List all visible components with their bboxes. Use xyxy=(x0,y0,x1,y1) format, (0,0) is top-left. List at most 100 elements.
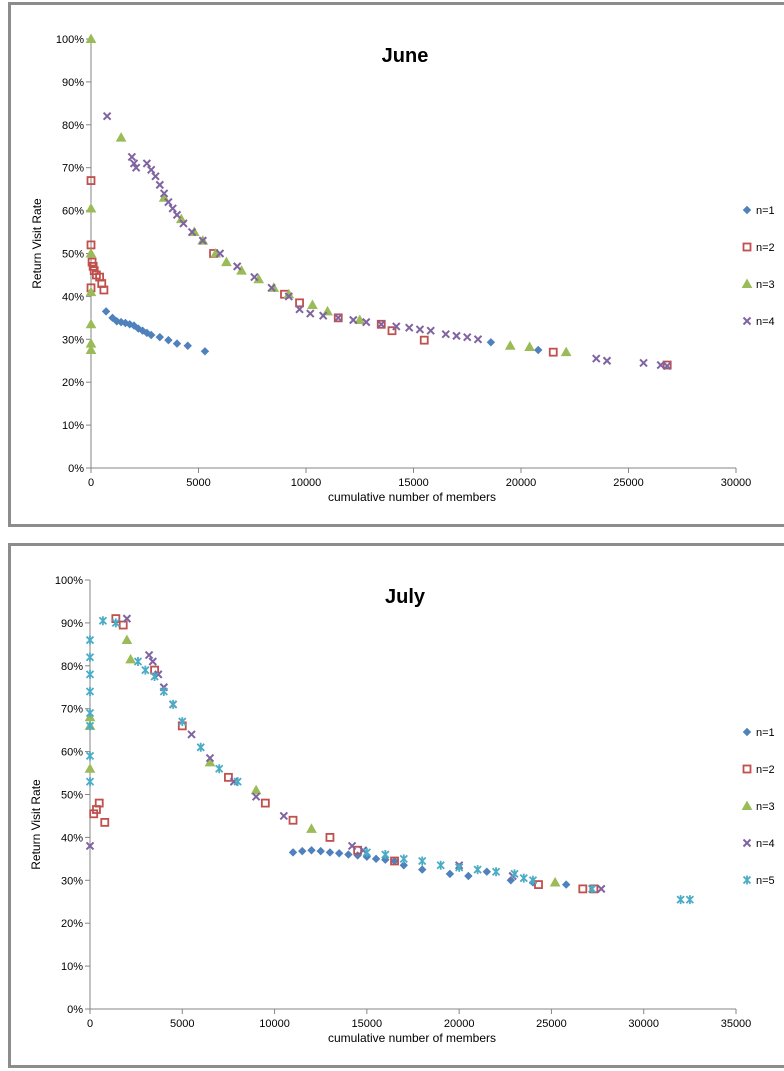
data-point xyxy=(404,323,414,332)
legend-marker xyxy=(742,316,752,326)
legend-label: n=3 xyxy=(756,801,775,813)
x-tick-label: 0 xyxy=(88,477,94,489)
data-point xyxy=(99,285,109,295)
series-n3 xyxy=(85,33,572,357)
x-tick-label: 25000 xyxy=(536,1018,567,1030)
legend-label: n=3 xyxy=(756,279,775,291)
data-point xyxy=(307,846,316,855)
data-point xyxy=(418,856,427,866)
x-tick-label: 15000 xyxy=(352,1018,383,1030)
y-tick-label: 80% xyxy=(62,120,84,132)
x-tick-label: 20000 xyxy=(444,1018,475,1030)
data-point xyxy=(504,340,516,350)
june-scatter-chart: June 0% 10% 20% 30% 40% 50% 60% 70% 80% 90% 100% 0 50… xyxy=(30,33,775,504)
data-point xyxy=(236,265,247,275)
data-point xyxy=(159,687,168,697)
data-point xyxy=(463,332,472,342)
legend-marker xyxy=(741,278,753,288)
data-point xyxy=(415,325,425,334)
data-point xyxy=(204,756,216,767)
data-point xyxy=(347,841,357,851)
chart-title: July xyxy=(385,586,426,608)
y-tick-label: 20% xyxy=(61,918,83,930)
data-point xyxy=(486,338,496,347)
data-point xyxy=(464,871,473,881)
data-point xyxy=(85,652,95,662)
data-point xyxy=(662,361,672,371)
legend-item: n=2 xyxy=(742,242,775,254)
data-point xyxy=(602,356,612,365)
series-n2 xyxy=(89,614,599,894)
legend-item: n=4 xyxy=(742,316,775,328)
data-point xyxy=(144,650,154,660)
data-point xyxy=(399,854,408,864)
legend-label: n=5 xyxy=(756,875,775,887)
data-point xyxy=(129,159,139,168)
data-point xyxy=(473,865,482,875)
x-tick-label: 5000 xyxy=(186,477,210,489)
legend-label: n=4 xyxy=(756,838,775,850)
data-point xyxy=(392,322,401,331)
legend-marker xyxy=(742,764,752,774)
data-point xyxy=(333,313,343,323)
data-point xyxy=(86,176,96,185)
data-point xyxy=(592,354,601,363)
data-point xyxy=(85,669,95,679)
legend-item: n=3 xyxy=(741,800,775,813)
data-point xyxy=(125,653,136,664)
data-point xyxy=(298,846,307,856)
data-point xyxy=(85,202,97,213)
x-axis-title: cumulative number of members xyxy=(328,1031,496,1045)
data-point xyxy=(155,332,165,342)
data-point xyxy=(510,869,519,879)
data-point xyxy=(94,798,104,808)
series-n1 xyxy=(288,846,571,889)
data-point xyxy=(205,753,215,763)
data-point xyxy=(146,165,156,175)
data-point xyxy=(445,869,455,879)
data-point xyxy=(334,313,343,323)
data-point xyxy=(250,272,259,282)
data-point xyxy=(426,326,435,335)
data-point xyxy=(387,326,397,336)
y-tick-label: 90% xyxy=(61,618,83,630)
data-point xyxy=(639,358,648,368)
data-point xyxy=(121,634,133,645)
data-point xyxy=(146,330,156,340)
legend-item: n=5 xyxy=(742,875,775,887)
data-point xyxy=(224,772,233,782)
data-point xyxy=(251,792,261,801)
data-point xyxy=(122,614,132,623)
x-tick-label: 15000 xyxy=(398,477,429,489)
legend-marker xyxy=(741,800,753,810)
data-point xyxy=(656,360,665,370)
data-point xyxy=(148,657,157,666)
data-point xyxy=(376,319,386,329)
x-tick-label: 35000 xyxy=(721,1018,752,1030)
series-n1 xyxy=(101,307,543,356)
data-point xyxy=(142,159,152,168)
data-point xyxy=(418,865,427,874)
y-tick-label: 90% xyxy=(62,77,84,89)
data-point xyxy=(250,784,262,795)
data-point xyxy=(362,847,371,857)
data-point xyxy=(172,210,182,220)
legend-label: n=2 xyxy=(756,242,775,254)
data-point xyxy=(187,730,196,739)
data-point xyxy=(306,309,315,318)
x-axis-title: cumulative number of members xyxy=(328,490,496,504)
data-point xyxy=(390,856,399,866)
data-point xyxy=(491,867,501,877)
data-point xyxy=(85,344,97,355)
data-point xyxy=(519,873,528,883)
series-n2 xyxy=(86,176,672,370)
data-point xyxy=(85,33,97,43)
legend-label: n=4 xyxy=(756,316,775,328)
data-point xyxy=(381,850,390,860)
y-tick-label: 10% xyxy=(61,961,83,973)
data-point xyxy=(98,616,108,626)
legend-marker xyxy=(742,838,752,848)
data-point xyxy=(85,751,95,761)
x-tick-label: 30000 xyxy=(628,1018,659,1030)
data-point xyxy=(361,317,371,327)
